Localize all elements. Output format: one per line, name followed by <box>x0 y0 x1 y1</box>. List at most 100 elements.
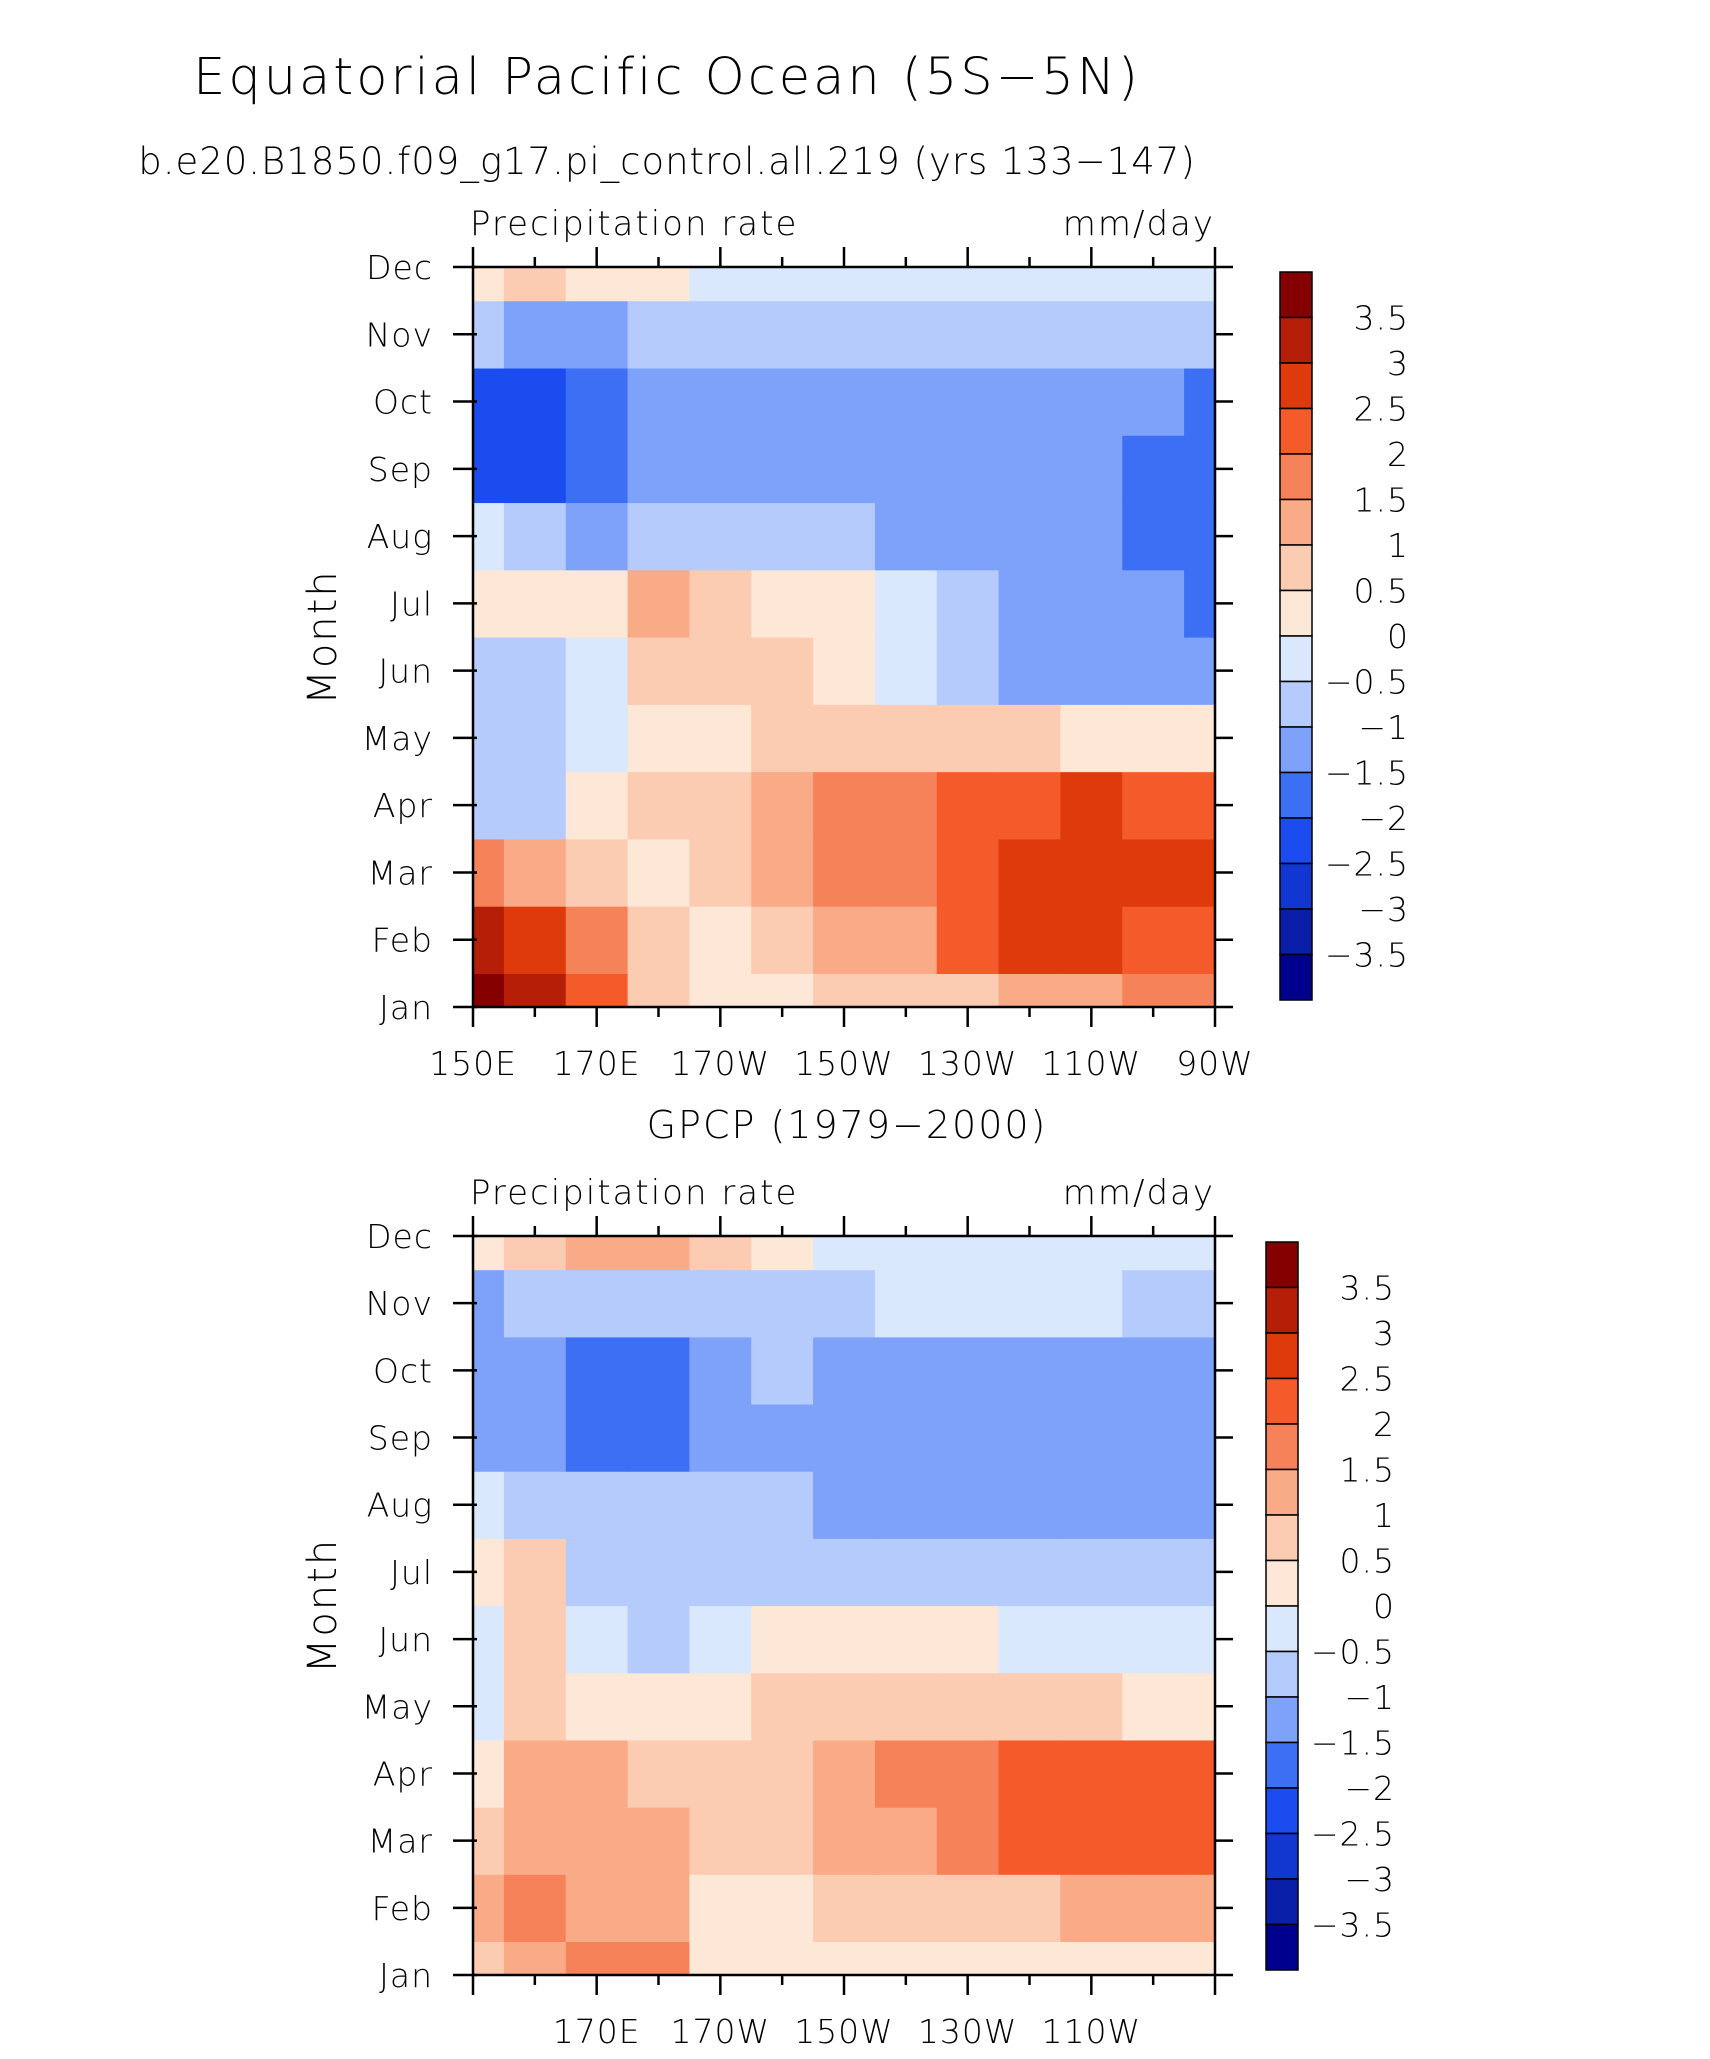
heatmap-cell <box>689 267 752 302</box>
heatmap-cell <box>998 704 1062 773</box>
heatmap-cell <box>565 367 629 436</box>
heatmap-cell <box>565 1403 629 1472</box>
heatmap-cell <box>689 569 752 638</box>
heatmap-cell <box>813 1807 876 1875</box>
heatmap-cell <box>874 300 938 369</box>
colorbar-label: 2.5 <box>1354 390 1409 429</box>
x-tick-label: 150W <box>794 2012 894 2051</box>
heatmap-cell <box>627 569 691 638</box>
heatmap-cell <box>627 300 691 369</box>
heatmap-cell <box>874 367 938 436</box>
y-tick-label: Aug <box>367 1486 433 1525</box>
heatmap-cell <box>473 906 505 974</box>
heatmap-cell <box>689 1403 752 1472</box>
heatmap-cell <box>998 1672 1062 1741</box>
heatmap-cell <box>813 1605 876 1674</box>
heatmap-cell <box>998 267 1062 302</box>
y-tick-label: Sep <box>368 1419 433 1458</box>
heatmap-cell <box>1184 771 1216 840</box>
heatmap-cell <box>1060 267 1123 302</box>
heatmap-cell <box>689 367 752 436</box>
heatmap-cell <box>1122 906 1185 974</box>
heatmap-cell <box>751 906 814 974</box>
heatmap-cell <box>1184 1874 1216 1943</box>
colorbar-label: −3 <box>1344 1860 1395 1899</box>
heatmap-cell <box>1184 1807 1216 1875</box>
heatmap-cell <box>1184 906 1216 974</box>
heatmap-cell <box>813 1672 876 1741</box>
heatmap-cell <box>565 1874 629 1943</box>
y-tick-label: Apr <box>373 1754 433 1793</box>
heatmap-cell <box>1122 973 1185 1008</box>
heatmap-cell <box>751 569 814 638</box>
heatmap-cell <box>473 1807 505 1875</box>
y-tick-label: Jan <box>379 988 433 1027</box>
heatmap-cell <box>1060 1807 1123 1875</box>
colorbar-box <box>1279 953 1313 1001</box>
heatmap-cell <box>503 1739 567 1808</box>
heatmap-cell <box>1184 1739 1216 1808</box>
heatmap-cell <box>1060 569 1123 638</box>
heatmap-cell <box>627 771 691 840</box>
heatmap-cell <box>936 569 1000 638</box>
heatmap-cell <box>1060 1336 1123 1405</box>
colorbar-label: −3.5 <box>1311 1906 1395 1945</box>
heatmap-cell <box>473 1538 505 1607</box>
heatmap-cell <box>473 1672 505 1741</box>
heatmap-cell <box>998 1874 1062 1943</box>
heatmap-cell <box>751 1874 814 1943</box>
heatmap-cell <box>813 1336 876 1405</box>
heatmap-cell <box>874 1605 938 1674</box>
heatmap-cell <box>565 973 629 1008</box>
heatmap-cell <box>936 906 1000 974</box>
heatmap-cell <box>1122 1336 1185 1405</box>
heatmap-cell <box>874 267 938 302</box>
heatmap-cell <box>1060 367 1123 436</box>
x-tick-label: 130W <box>918 1044 1018 1083</box>
heatmap-cell <box>998 1739 1062 1808</box>
colorbar-label: 3.5 <box>1340 1269 1395 1308</box>
heatmap-cell <box>473 1874 505 1943</box>
heatmap-cell <box>565 569 629 638</box>
y-tick-label: Dec <box>366 1217 433 1256</box>
heatmap-cell <box>936 1236 1000 1271</box>
heatmap-cell <box>473 267 505 302</box>
heatmap-cell <box>1060 973 1123 1008</box>
colorbar-label: 1.5 <box>1340 1451 1395 1490</box>
colorbar-box <box>1265 1241 1299 1289</box>
heatmap-cell <box>813 771 876 840</box>
heatmap-cell <box>751 1941 814 1976</box>
heatmap-cell <box>565 1739 629 1808</box>
colorbar-label: 0.5 <box>1354 572 1409 611</box>
heatmap-cell <box>813 906 876 974</box>
heatmap-cell <box>998 637 1062 705</box>
heatmap-cell <box>689 637 752 705</box>
heatmap-cell <box>565 771 629 840</box>
heatmap-cell <box>1184 704 1216 773</box>
heatmap-cell <box>1184 1236 1216 1271</box>
heatmap-cell <box>998 1941 1062 1976</box>
heatmap-cell <box>627 1605 691 1674</box>
colorbar-label: −1 <box>1344 1678 1395 1717</box>
plot-panel-2: GPCP (1979−2000) Precipitation rate mm/day… <box>300 1103 1395 2051</box>
heatmap-cell <box>751 1236 814 1271</box>
heatmap-cell <box>936 1941 1000 1976</box>
panel-left-label: Precipitation rate <box>470 204 798 244</box>
heatmap-cell <box>813 435 876 504</box>
heatmap-cell <box>813 502 876 571</box>
heatmap-cell <box>936 1672 1000 1741</box>
heatmap-cell <box>1060 1269 1123 1338</box>
heatmap-cell <box>1122 367 1185 436</box>
heatmap-cell <box>565 1538 629 1607</box>
heatmap-cell <box>1122 771 1185 840</box>
heatmap-cell <box>813 637 876 705</box>
heatmap-cell <box>998 502 1062 571</box>
x-tick-label: 170E <box>553 2012 641 2051</box>
heatmap-cell <box>998 1336 1062 1405</box>
y-tick-label: Nov <box>366 1284 433 1323</box>
y-tick-label: Feb <box>372 921 433 960</box>
colorbar-label: 2.5 <box>1340 1360 1395 1399</box>
heatmap-cell <box>689 1336 752 1405</box>
colorbar-box <box>1279 771 1313 819</box>
heatmap-cell <box>565 1336 629 1405</box>
